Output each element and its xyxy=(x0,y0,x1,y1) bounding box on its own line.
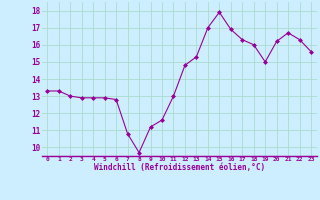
X-axis label: Windchill (Refroidissement éolien,°C): Windchill (Refroidissement éolien,°C) xyxy=(94,163,265,172)
